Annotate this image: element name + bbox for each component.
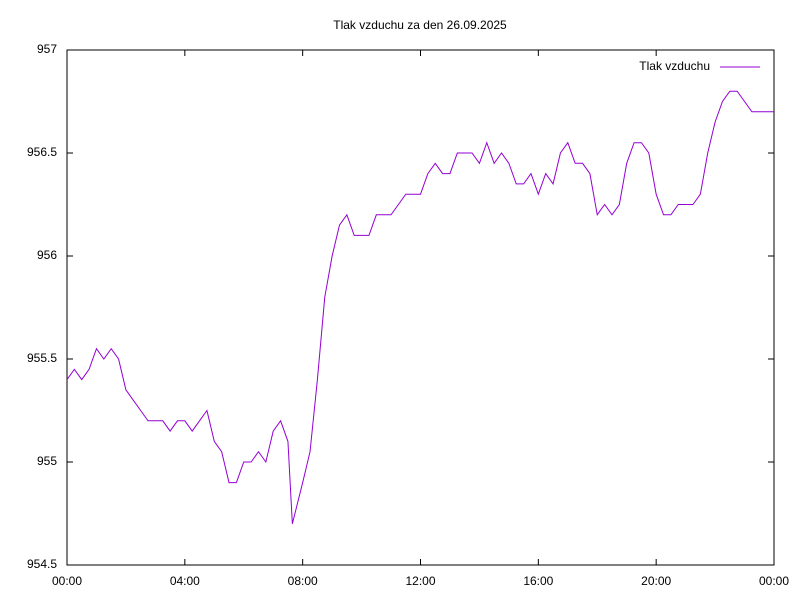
- legend-label: Tlak vzduchu: [639, 59, 710, 73]
- plot-border: [66, 49, 775, 566]
- y-tick-label: 956.5: [27, 145, 57, 159]
- y-tick-label: 957: [37, 42, 57, 56]
- y-tick-label: 955: [37, 454, 57, 468]
- x-tick-label: 00:00: [759, 574, 789, 588]
- x-tick-label: 08:00: [288, 574, 318, 588]
- x-tick-label: 00:00: [52, 574, 82, 588]
- x-tick-label: 20:00: [641, 574, 671, 588]
- chart-title: Tlak vzduchu za den 26.09.2025: [333, 18, 507, 32]
- x-tick-label: 16:00: [523, 574, 553, 588]
- data-line: [66, 90, 774, 524]
- x-tick-label: 12:00: [405, 574, 435, 588]
- y-tick-label: 954.5: [27, 557, 57, 571]
- y-tick-label: 956: [37, 248, 57, 262]
- x-tick-label: 04:00: [170, 574, 200, 588]
- y-tick-label: 955.5: [27, 351, 57, 365]
